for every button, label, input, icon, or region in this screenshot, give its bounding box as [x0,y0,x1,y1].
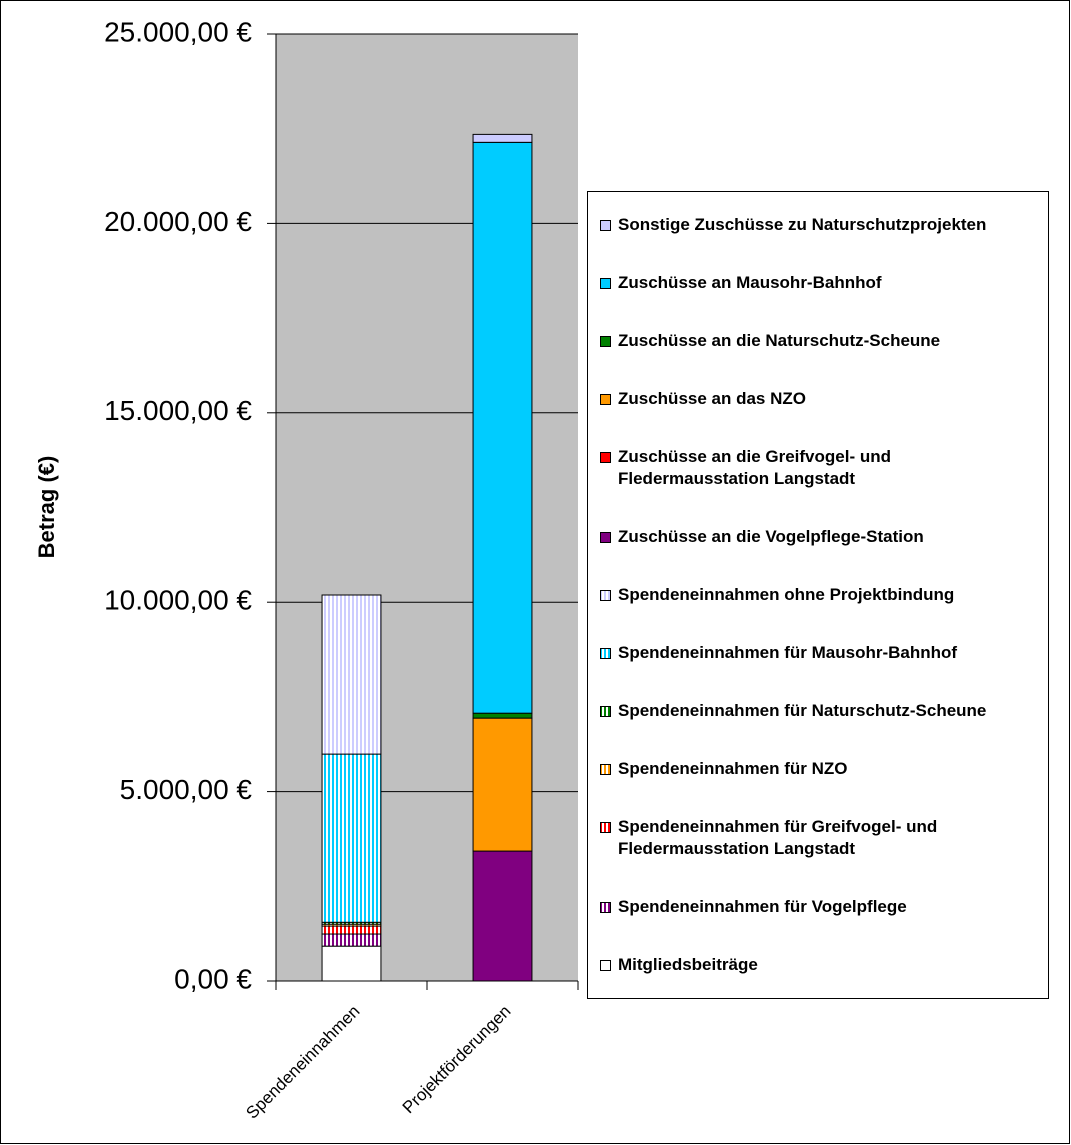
legend-label: Zuschüsse an die Greifvogel- und Flederm… [618,447,891,488]
bar-segment [472,141,533,714]
bar-segment [472,850,533,982]
legend-label: Spendeneinnahmen für Vogelpflege [618,897,907,916]
bar-segment [472,717,533,852]
legend-label: Spendeneinnahmen ohne Projektbindung [618,585,955,604]
bar-segment [472,133,533,143]
legend-label: Mitgliedsbeiträge [618,955,758,974]
legend-item: Spendeneinnahmen für Mausohr-Bahnhof [600,642,1048,664]
legend-swatch [600,336,611,347]
legend-label: Spendeneinnahmen für NZO [618,759,848,778]
bar-segment [321,594,382,755]
legend-label: Spendeneinnahmen für Greifvogel- und Fle… [618,817,938,858]
y-tick-label: 5.000,00 € [120,774,253,805]
y-tick-label: 0,00 € [174,963,252,994]
legend-item: Zuschüsse an Mausohr-Bahnhof [600,272,1048,294]
legend-swatch [600,452,611,463]
y-tick-label: 15.000,00 € [104,395,252,426]
bar-segment [321,925,382,935]
legend-item: Zuschüsse an die Greifvogel- und Flederm… [600,446,1048,490]
legend-item: Spendeneinnahmen ohne Projektbindung [600,584,1048,606]
legend-swatch [600,764,611,775]
legend-item: Zuschüsse an die Naturschutz-Scheune [600,330,1048,352]
legend-label: Zuschüsse an die Naturschutz-Scheune [618,331,941,350]
legend-label: Sonstige Zuschüsse zu Naturschutzprojekt… [618,215,987,234]
legend-item: Spendeneinnahmen für NZO [600,758,1048,780]
bar-segment [321,753,382,923]
legend-label: Zuschüsse an das NZO [618,389,806,408]
bar-segment [472,712,533,719]
legend-swatch [600,960,611,971]
legend-swatch [600,532,611,543]
legend-item: Spendeneinnahmen für Vogelpflege [600,896,1048,918]
legend-item: Sonstige Zuschüsse zu Naturschutzprojekt… [600,214,1048,236]
legend-swatch [600,590,611,601]
y-tick-label: 10.000,00 € [104,585,252,616]
y-axis-label: Betrag (€) [34,456,59,559]
bar-segment [321,933,382,947]
legend-item: Spendeneinnahmen für Naturschutz-Scheune [600,700,1048,722]
legend-swatch [600,706,611,717]
y-tick-label: 20.000,00 € [104,206,252,237]
legend-item: Zuschüsse an die Vogelpflege-Station [600,526,1048,548]
legend-swatch [600,220,611,231]
legend-item: Spendeneinnahmen für Greifvogel- und Fle… [600,816,1048,860]
legend-swatch [600,278,611,289]
legend-label: Spendeneinnahmen für Naturschutz-Scheune [618,701,987,720]
legend-swatch [600,648,611,659]
legend-label: Spendeneinnahmen für Mausohr-Bahnhof [618,643,958,662]
legend-swatch [600,902,611,913]
legend: Sonstige Zuschüsse zu Naturschutzprojekt… [587,191,1049,999]
legend-label: Zuschüsse an die Vogelpflege-Station [618,527,924,546]
legend-swatch [600,394,611,405]
legend-item: Mitgliedsbeiträge [600,954,1048,976]
plot-area [276,34,578,981]
legend-label: Zuschüsse an Mausohr-Bahnhof [618,273,882,292]
legend-swatch [600,822,611,833]
bar-segment [321,945,382,982]
y-tick-label: 25.000,00 € [104,16,252,47]
legend-item: Zuschüsse an das NZO [600,388,1048,410]
